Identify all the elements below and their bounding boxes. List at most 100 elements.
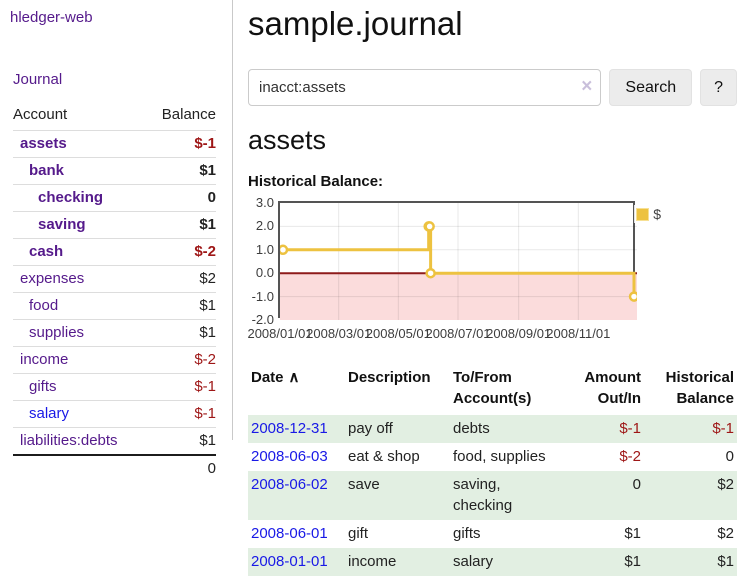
accounts-total-value: 0 xyxy=(146,454,216,482)
account-heading: assets xyxy=(248,125,327,155)
account-balance: $1 xyxy=(199,297,216,314)
chart-legend: $ xyxy=(634,205,663,223)
transaction-accounts: debts xyxy=(453,420,490,437)
transaction-balance: $1 xyxy=(717,553,734,570)
sort-ascending-icon: ∧ xyxy=(288,369,300,386)
sidebar-account-link-cash[interactable]: cash xyxy=(29,243,64,260)
account-row: saving $1 xyxy=(13,211,216,239)
sidebar-account-link-income[interactable]: income xyxy=(20,351,69,368)
account-balance: $2 xyxy=(199,270,216,287)
transaction-accounts: salary xyxy=(453,553,494,570)
y-tick-label: 1.0 xyxy=(255,241,274,257)
transaction-balance: $2 xyxy=(717,525,734,542)
historical-balance-chart: 3.0 2.0 1.0 0.0 -1.0 -2.0 2008/01/01 2008/03/0… xyxy=(247,195,668,344)
transaction-date-link[interactable]: 2008-06-02 xyxy=(251,476,328,493)
transaction-description: save xyxy=(348,476,380,493)
legend-swatch-icon xyxy=(636,207,650,221)
sidebar-account-link-salary[interactable]: salary xyxy=(29,405,70,422)
sidebar-account-link-supplies[interactable]: supplies xyxy=(29,324,85,341)
account-row: supplies $1 xyxy=(13,319,216,347)
accounts-table-header: Account Balance xyxy=(13,103,216,131)
transaction-date-link[interactable]: 2008-06-01 xyxy=(251,525,328,542)
x-tick-label: 2008/11/01 xyxy=(546,326,611,341)
transaction-row: 2008-01-01 income salary $1 $1 xyxy=(248,548,737,576)
transactions-table: Date ∧ Description To/From Account(s) Amo… xyxy=(248,364,737,576)
search-button[interactable]: Search xyxy=(609,69,693,106)
transaction-date-link[interactable]: 2008-01-01 xyxy=(251,553,328,570)
sidebar-account-link-liabilities-debts[interactable]: liabilities:debts xyxy=(20,432,118,449)
transaction-accounts: gifts xyxy=(453,525,481,542)
account-row: salary $-1 xyxy=(13,400,216,428)
account-row: checking 0 xyxy=(13,184,216,212)
transaction-amount: $1 xyxy=(624,525,641,542)
x-tick-label: 2008/05/01 xyxy=(365,326,431,341)
main-content: sample.journal × Search ? assets Histori… xyxy=(247,0,737,576)
sidebar-item-journal[interactable]: Journal xyxy=(13,71,63,88)
account-balance: $1 xyxy=(199,216,216,233)
transaction-row: 2008-12-31 pay off debts $-1 $-1 xyxy=(248,415,737,443)
y-tick-label: 0.0 xyxy=(255,265,274,281)
date-column-header[interactable]: Date ∧ xyxy=(251,369,300,386)
account-balance: $-2 xyxy=(194,351,216,368)
legend-label: $ xyxy=(653,206,661,222)
app-title-link[interactable]: hledger-web xyxy=(10,9,93,26)
transaction-row: 2008-06-02 save saving, checking 0 $2 xyxy=(248,471,737,520)
search-input-wrap: × xyxy=(248,69,602,106)
accounts-table: Account Balance assets $-1 bank $1 checking 0… xyxy=(13,103,216,482)
transaction-balance: 0 xyxy=(725,448,734,465)
transaction-amount: $-1 xyxy=(619,420,641,437)
transaction-amount: $1 xyxy=(624,553,641,570)
account-balance: $1 xyxy=(199,162,216,179)
account-balance: $-1 xyxy=(194,135,216,152)
account-balance: $-1 xyxy=(194,378,216,395)
transaction-description: pay off xyxy=(348,420,393,437)
account-balance: 0 xyxy=(207,189,216,206)
transaction-date-link[interactable]: 2008-06-03 xyxy=(251,448,328,465)
clear-search-icon[interactable]: × xyxy=(581,76,593,97)
balance-column-header: Balance xyxy=(161,106,216,123)
chart-plot-area xyxy=(278,201,637,320)
account-row: expenses $2 xyxy=(13,265,216,293)
x-tick-label: 2008/01/01 xyxy=(247,326,313,341)
transaction-balance: $-1 xyxy=(712,420,734,437)
transaction-row: 2008-06-01 gift gifts $1 $2 xyxy=(248,520,737,548)
y-tick-label: 3.0 xyxy=(255,195,274,210)
sidebar-account-link-bank[interactable]: bank xyxy=(29,162,65,179)
accounts-column-header: To/From Account(s) xyxy=(453,369,532,407)
transaction-description: income xyxy=(348,553,397,570)
account-row: gifts $-1 xyxy=(13,373,216,401)
sidebar-account-link-saving[interactable]: saving xyxy=(38,216,86,233)
chart-section-label: Historical Balance: xyxy=(248,173,384,190)
account-row: assets $-1 xyxy=(13,130,216,158)
page-title: sample.journal xyxy=(248,5,463,42)
search-bar: × Search ? xyxy=(248,69,737,106)
balance-column-header-txn: Historical Balance xyxy=(665,369,734,407)
help-button[interactable]: ? xyxy=(700,69,737,106)
y-tick-label: 2.0 xyxy=(255,218,274,234)
sidebar-account-link-food[interactable]: food xyxy=(29,297,59,314)
transaction-amount: 0 xyxy=(632,476,641,493)
account-row: cash $-2 xyxy=(13,238,216,266)
account-row: income $-2 xyxy=(13,346,216,374)
transaction-description: eat & shop xyxy=(348,448,420,465)
account-balance: $-2 xyxy=(194,243,216,260)
transaction-balance: $2 xyxy=(717,476,734,493)
accounts-total-row: 0 xyxy=(13,454,216,482)
account-balance: $1 xyxy=(199,432,216,449)
sidebar-account-link-checking[interactable]: checking xyxy=(38,189,104,206)
account-row: liabilities:debts $1 xyxy=(13,427,216,456)
description-column-header: Description xyxy=(348,369,431,386)
y-tick-label: -1.0 xyxy=(251,288,274,304)
x-tick-label: 2008/07/01 xyxy=(425,326,491,341)
sidebar-account-link-expenses[interactable]: expenses xyxy=(20,270,85,287)
transaction-accounts: saving, checking xyxy=(453,476,513,514)
transaction-date-link[interactable]: 2008-12-31 xyxy=(251,420,328,437)
sidebar-account-link-gifts[interactable]: gifts xyxy=(29,378,57,395)
y-tick-label: -2.0 xyxy=(251,312,274,327)
sidebar-account-link-assets[interactable]: assets xyxy=(20,135,67,152)
transaction-amount: $-2 xyxy=(619,448,641,465)
transaction-description: gift xyxy=(348,525,369,542)
transactions-header-row: Date ∧ Description To/From Account(s) Amo… xyxy=(248,364,737,415)
search-input[interactable] xyxy=(248,69,602,106)
account-balance: $1 xyxy=(199,324,216,341)
